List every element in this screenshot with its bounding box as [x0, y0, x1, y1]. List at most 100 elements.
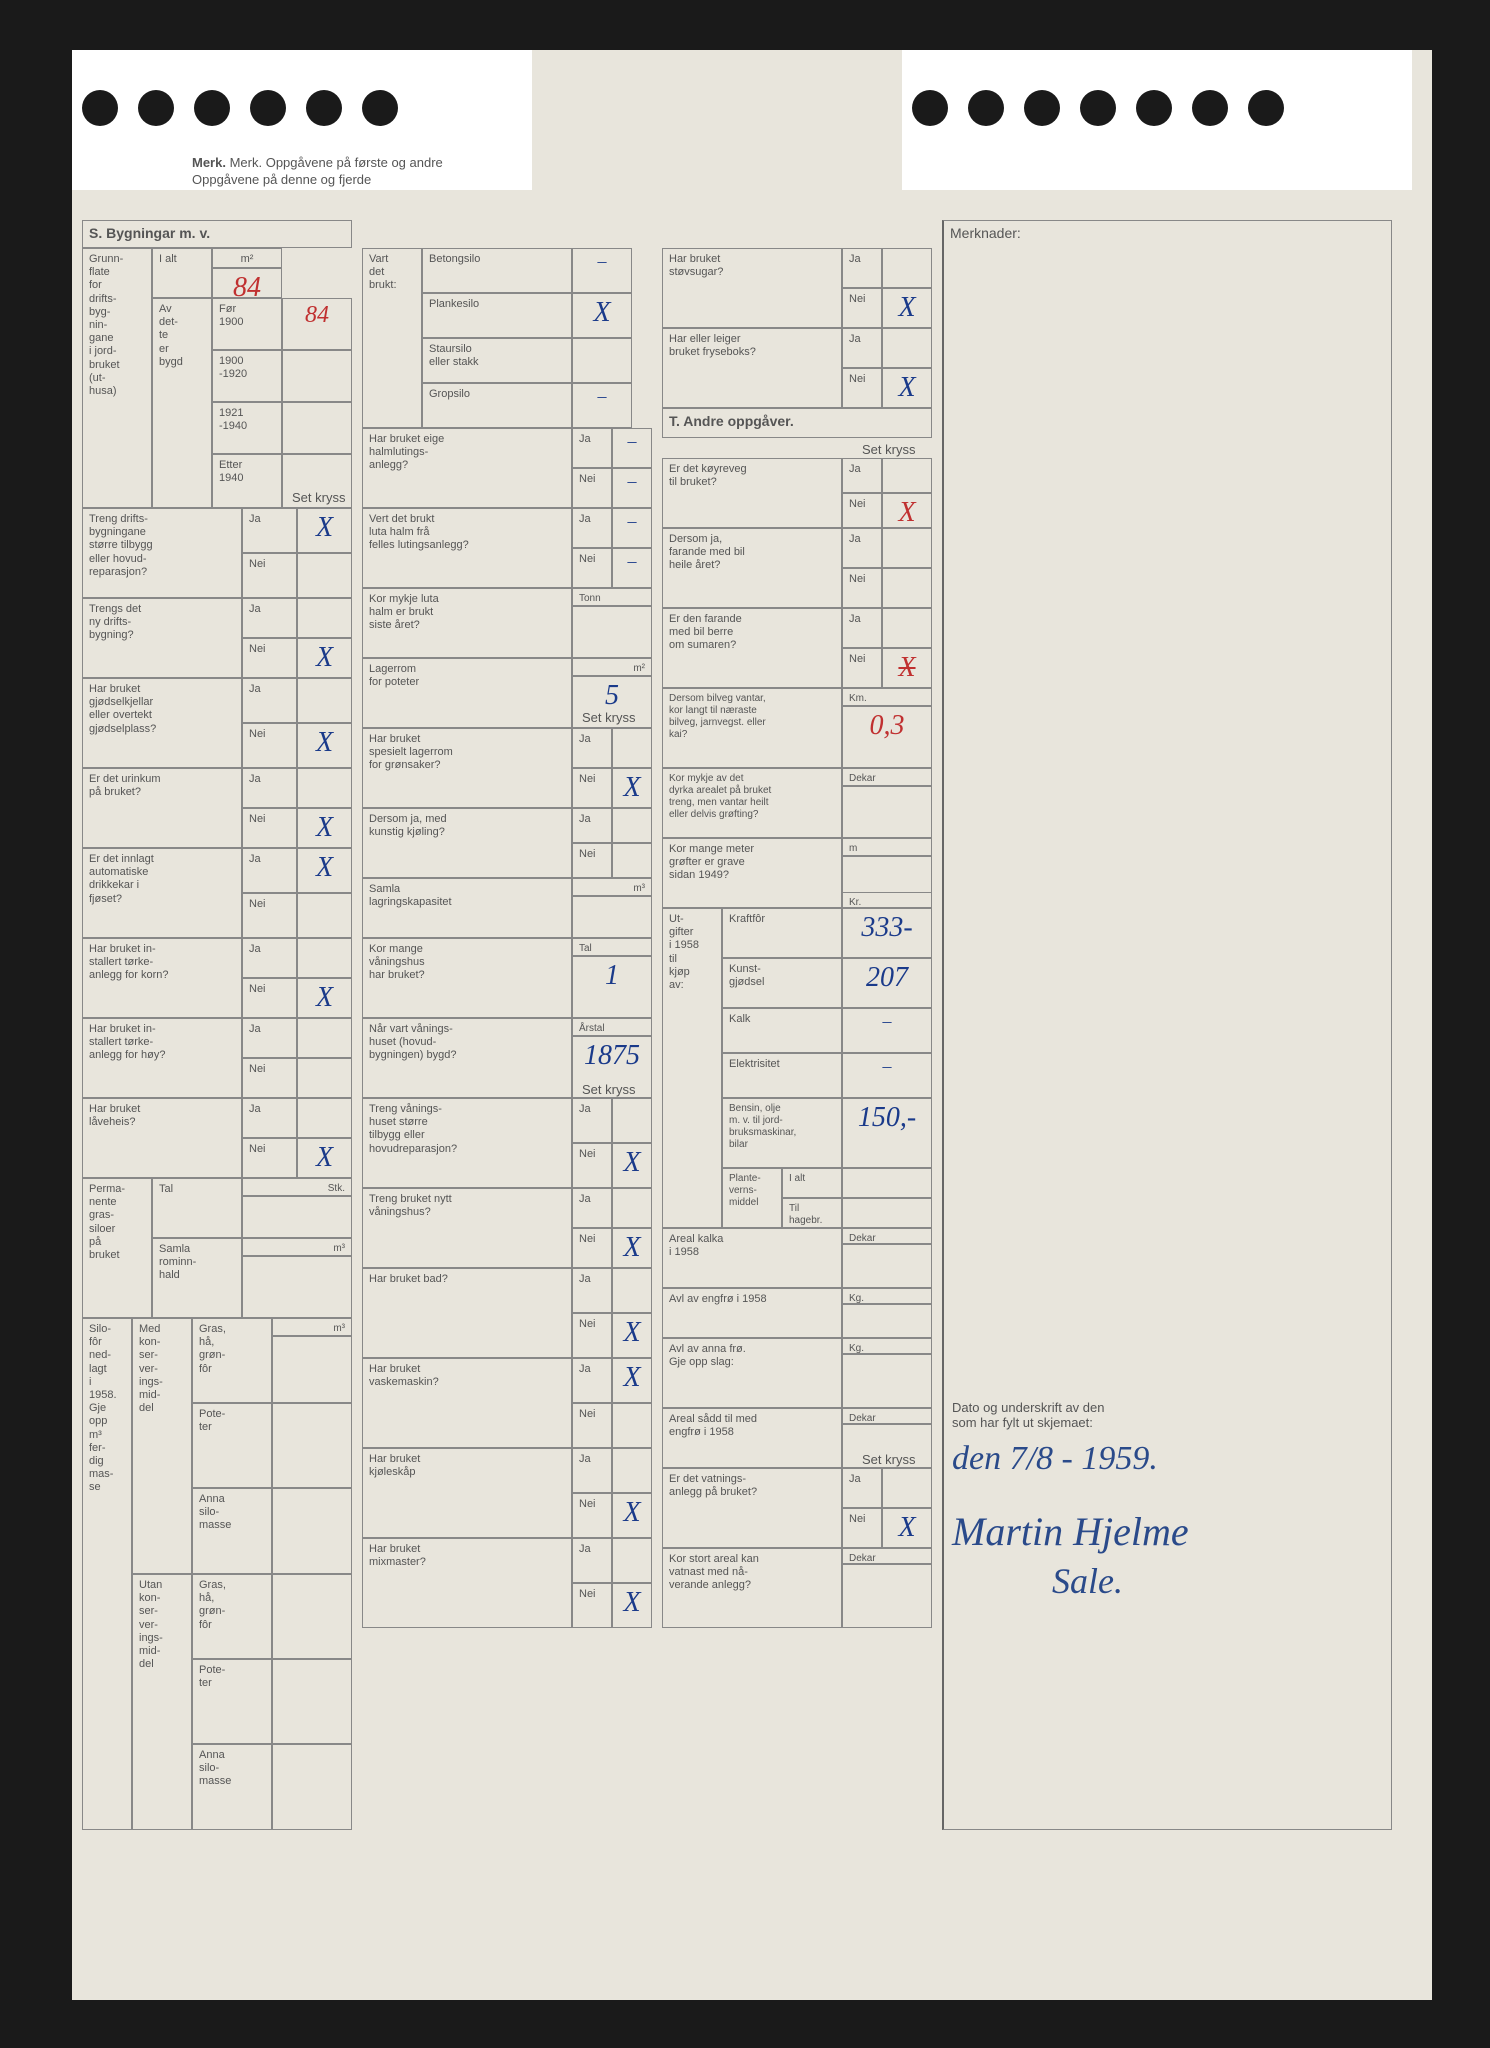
engfro-kg: Kg. [842, 1288, 932, 1304]
med-m2: m³ [272, 1318, 352, 1336]
farande-label: Dersom ja, farande med bil heile året? [662, 528, 842, 608]
nytthus-label: Treng bruket nytt våningshus? [362, 1188, 572, 1268]
kunst: Kunst- gjødsel [722, 958, 842, 1008]
stov-ja[interactable]: Ja [842, 248, 882, 288]
ialt-label: I alt [152, 248, 212, 298]
sadd-dekar: Dekar [842, 1408, 932, 1424]
treng-nei: Nei [242, 553, 297, 598]
grunnflate-val1: 84 [212, 268, 282, 298]
sumar-ja[interactable]: Ja [842, 608, 882, 648]
farande-ja[interactable]: Ja [842, 528, 882, 568]
trengny-label: Trengs det ny drifts- bygning? [82, 598, 242, 678]
plante: Plante- verns- middel [722, 1168, 782, 1228]
section-s-title: S. Bygningar m. v. [82, 220, 352, 248]
vask-nei: Nei [572, 1403, 612, 1448]
note-line1: Merk. Oppgåvene på første og andre [230, 155, 443, 170]
grofting-dekar: Dekar [842, 768, 932, 786]
punch-tab-right [902, 50, 1412, 190]
gronsak-ja: Ja [572, 728, 612, 768]
kunst-val: 207 [842, 958, 932, 1008]
kjoling-nei: Nei [572, 843, 612, 878]
treng-ja: Ja [242, 508, 297, 553]
grop-val: – [572, 383, 632, 428]
utan-anna: Anna silo- masse [192, 1744, 272, 1830]
kalk: Kalk [722, 1008, 842, 1053]
avdette: Av det- te er bygd [152, 298, 212, 508]
m2-hdr: m² [212, 248, 282, 268]
kormykje-label: Kor mykje luta halm er brukt siste året? [362, 588, 572, 658]
farande-nei[interactable]: Nei [842, 568, 882, 608]
bensin: Bensin, olje m. v. til jord- bruksmaskin… [722, 1098, 842, 1168]
utgifter-label: Ut- gifter i 1958 til kjøp av: [662, 908, 722, 1228]
sumar-nei[interactable]: Nei [842, 648, 882, 688]
vask-ja: Ja [572, 1358, 612, 1403]
trengny-nei: Nei [242, 638, 297, 678]
vask-label: Har bruket vaskemaskin? [362, 1358, 572, 1448]
vatn-ja[interactable]: Ja [842, 1468, 882, 1508]
mix-ja: Ja [572, 1538, 612, 1583]
torkehoy-ja: Ja [242, 1018, 297, 1058]
setkryss3: Set kryss [582, 1082, 635, 1097]
grunnflate-label: Grunn- flate for drifts- byg- nin- gane … [82, 248, 152, 508]
laveheis-label: Har bruket låveheis? [82, 1098, 242, 1178]
koyre-nei[interactable]: Nei [842, 493, 882, 528]
urinkum-ja: Ja [242, 768, 297, 808]
trengny-val: X [297, 638, 352, 678]
grofter-label: Kor mange meter grøfter er grave sidan 1… [662, 838, 842, 908]
grofter-m: m [842, 838, 932, 856]
urinkum-nei: Nei [242, 808, 297, 848]
setkryss2: Set kryss [582, 710, 635, 725]
betong-val: – [572, 248, 632, 293]
vatn-nei[interactable]: Nei [842, 1508, 882, 1548]
stov-val[interactable]: X [882, 288, 932, 328]
bad-nei: Nei [572, 1313, 612, 1358]
auto-label: Er det innlagt automatiske drikkekar i f… [82, 848, 242, 938]
tilbygg-ja: Ja [572, 1098, 612, 1143]
vart-label: Vart det brukt: [362, 248, 422, 428]
signature-place: Sale. [1052, 1560, 1372, 1602]
annafro-kg: Kg. [842, 1338, 932, 1354]
tilbygg-val: X [612, 1143, 652, 1188]
nytthus-ja: Ja [572, 1188, 612, 1228]
kjole-label: Har bruket kjøleskåp [362, 1448, 572, 1538]
halm-nei: Nei [572, 468, 612, 508]
urinkum-label: Er det urinkum på bruket? [82, 768, 242, 848]
trengny-ja: Ja [242, 598, 297, 638]
torkehoy-label: Har bruket in- stallert tørke- anlegg fo… [82, 1018, 242, 1098]
grunnflate-val2: 84 [282, 298, 352, 350]
luta-neiv: – [612, 548, 652, 588]
bad-val: X [612, 1313, 652, 1358]
kjole-ja: Ja [572, 1448, 612, 1493]
koyre-ja[interactable]: Ja [842, 458, 882, 493]
setkryss1: Set kryss [292, 490, 345, 505]
med-pote: Pote- ter [192, 1403, 272, 1488]
kjole-nei: Nei [572, 1493, 612, 1538]
engfro-label: Avl av engfrø i 1958 [662, 1288, 842, 1338]
tilbygg-label: Treng vånings- huset større tilbygg elle… [362, 1098, 572, 1188]
tonn: Tonn [572, 588, 652, 606]
vaning-val: 1 [572, 956, 652, 1018]
bilveg-val: 0,3 [842, 706, 932, 768]
kalk-val: – [842, 1008, 932, 1053]
note-line2: Oppgåvene på denne og fjerde [192, 172, 371, 187]
elek-val: – [842, 1053, 932, 1098]
signature-name: Martin Hjelme [952, 1508, 1372, 1555]
fryse-val[interactable]: X [882, 368, 932, 408]
fryse-label: Har eller leiger bruket fryseboks? [662, 328, 842, 408]
gjodsel-nei: Nei [242, 723, 297, 768]
halm-jav: – [612, 428, 652, 468]
vatn-val[interactable]: X [882, 1508, 932, 1548]
koyre-val[interactable]: X [882, 493, 932, 528]
plante-tilhag: Til hagebr. [782, 1198, 842, 1228]
fryse-nei[interactable]: Nei [842, 368, 882, 408]
gjodsel-val: X [297, 723, 352, 768]
sumar-val[interactable]: X [882, 648, 932, 688]
gronsak-val: X [612, 768, 652, 808]
torkehoy-nei: Nei [242, 1058, 297, 1098]
kalka-dekar: Dekar [842, 1228, 932, 1244]
vaning-label: Kor mange våningshus har bruket? [362, 938, 572, 1018]
gjodsel-ja: Ja [242, 678, 297, 723]
fryse-ja[interactable]: Ja [842, 328, 882, 368]
torkekorn-label: Har bruket in- stallert tørke- anlegg fo… [82, 938, 242, 1018]
stov-nei[interactable]: Nei [842, 288, 882, 328]
